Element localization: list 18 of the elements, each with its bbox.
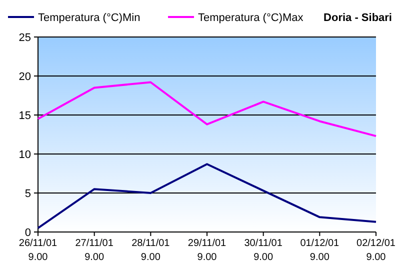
y-tick-label: 15 — [18, 110, 31, 122]
y-tick-label: 25 — [18, 32, 31, 44]
x-tick-label: 01/12/01 9.00 — [300, 238, 340, 263]
y-tick-label: 5 — [24, 188, 31, 200]
x-tick-label: 29/11/01 9.00 — [188, 238, 227, 263]
legend-label: Temperatura (°C)Min — [38, 12, 140, 24]
chart-title: Doria - Sibari — [324, 12, 392, 24]
x-tick-label: 28/11/01 9.00 — [132, 238, 170, 263]
x-tick-label: 02/12/01 9.00 — [356, 238, 396, 263]
y-tick-label: 20 — [18, 71, 31, 83]
x-tick-label: 26/11/01 9.00 — [18, 238, 58, 263]
y-tick-label: 10 — [18, 149, 31, 161]
line-series — [37, 163, 377, 230]
x-tick-label: 30/11/01 9.00 — [244, 238, 283, 263]
legend-label: Temperatura (°C)Max — [198, 12, 304, 24]
line-series — [37, 81, 377, 138]
x-tick-label: 27/11/01 9.00 — [75, 238, 114, 263]
y-tick-label: 0 — [24, 227, 31, 239]
